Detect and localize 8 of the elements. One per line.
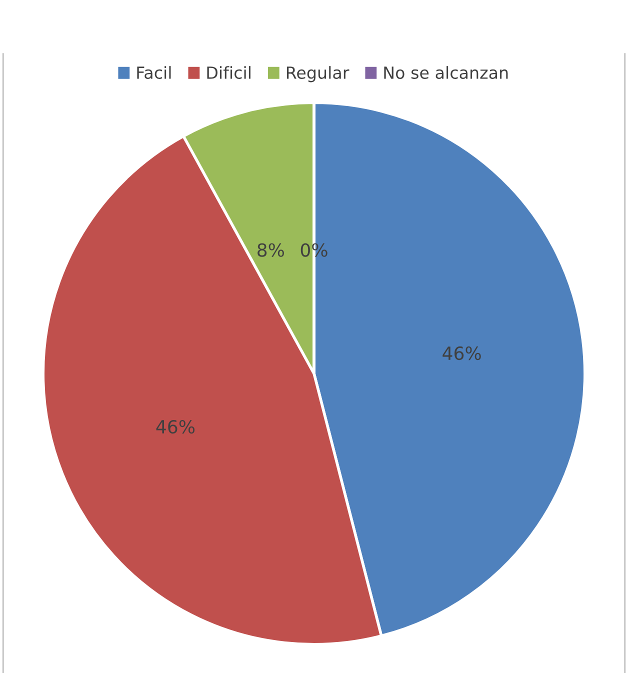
legend-label: No se alcanzan (384, 66, 508, 79)
data-label: 8% (258, 243, 284, 257)
text: 0% (300, 243, 328, 257)
legend-label: Dificil (207, 66, 250, 79)
data-label: 46% (442, 346, 481, 360)
legend-label: Facil (137, 66, 171, 79)
legend-label: Regular (286, 66, 350, 82)
data-label: 46% (156, 420, 195, 434)
